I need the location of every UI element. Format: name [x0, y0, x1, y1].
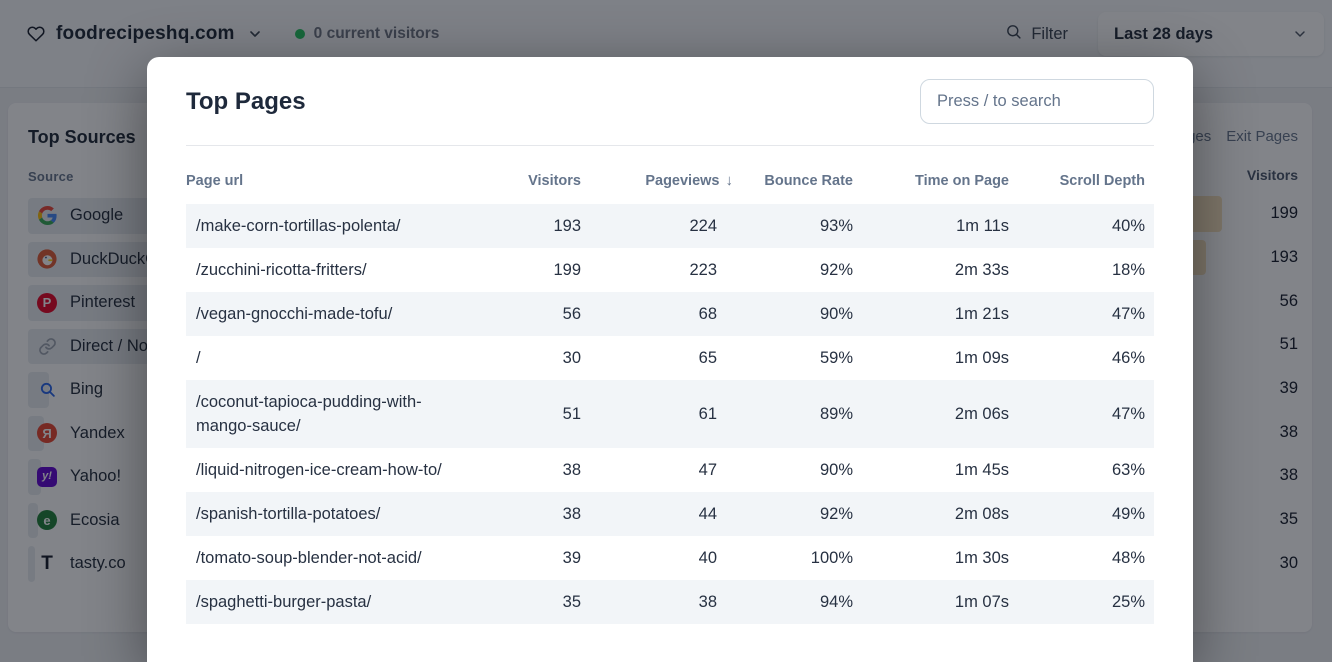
- page-row: /spaghetti-burger-pasta/35 38 94% 1m 07s 25%: [186, 580, 1154, 624]
- time-on-page-cell: 2m 33s: [954, 260, 1009, 279]
- pageviews-cell: 65: [698, 348, 717, 367]
- modal-title: Top Pages: [186, 88, 306, 115]
- pageviews-cell: 38: [698, 592, 717, 611]
- bounce-rate-cell: 100%: [810, 548, 853, 567]
- time-on-page-cell: 1m 30s: [954, 548, 1009, 567]
- bounce-rate-cell: 89%: [819, 404, 853, 423]
- page-row: /coconut-tapioca-pudding-with-mango-sauc…: [186, 380, 1154, 448]
- page-url-link[interactable]: /spanish-tortilla-potatoes/: [196, 505, 381, 523]
- time-on-page-cell: 1m 21s: [954, 304, 1009, 323]
- page-row: /vegan-gnocchi-made-tofu/56 68 90% 1m 21s 47…: [186, 292, 1154, 336]
- page-url-link[interactable]: /coconut-tapioca-pudding-with-mango-sauc…: [196, 393, 422, 435]
- bounce-rate-cell: 92%: [819, 504, 853, 523]
- page-row: /spanish-tortilla-potatoes/38 44 92% 2m 08s…: [186, 492, 1154, 536]
- page-url-link[interactable]: /vegan-gnocchi-made-tofu/: [196, 305, 393, 323]
- scroll-depth-cell: 25%: [1111, 592, 1145, 611]
- table-header-row: Page url Visitors Pageviews ↓ Bounce Rate Ti…: [186, 146, 1154, 204]
- bounce-rate-cell: 90%: [819, 460, 853, 479]
- scroll-depth-cell: 46%: [1111, 348, 1145, 367]
- time-on-page-cell: 1m 09s: [954, 348, 1009, 367]
- column-header-page-url[interactable]: Page url: [186, 173, 244, 189]
- pageviews-cell: 223: [689, 260, 717, 279]
- column-header-bounce-rate[interactable]: Bounce Rate: [764, 173, 853, 189]
- scroll-depth-cell: 48%: [1111, 548, 1145, 567]
- page-row: /make-corn-tortillas-polenta/193 224 93% 1m…: [186, 204, 1154, 248]
- column-header-pageviews[interactable]: Pageviews ↓: [645, 172, 733, 189]
- time-on-page-cell: 1m 45s: [954, 460, 1009, 479]
- scroll-depth-cell: 49%: [1111, 504, 1145, 523]
- pageviews-cell: 44: [698, 504, 717, 523]
- time-on-page-cell: 2m 08s: [954, 504, 1009, 523]
- time-on-page-cell: 2m 06s: [954, 404, 1009, 423]
- page-url-link[interactable]: /liquid-nitrogen-ice-cream-how-to/: [196, 461, 442, 479]
- time-on-page-cell: 1m 11s: [956, 216, 1009, 235]
- page-url-link[interactable]: /: [196, 349, 201, 367]
- visitors-cell: 56: [562, 304, 581, 323]
- visitors-cell: 38: [562, 460, 581, 479]
- pageviews-cell: 61: [698, 404, 717, 423]
- column-header-scroll-depth[interactable]: Scroll Depth: [1059, 173, 1145, 189]
- modal-header: Top Pages: [186, 57, 1154, 146]
- scroll-depth-cell: 18%: [1111, 260, 1145, 279]
- page-row: /zucchini-ricotta-fritters/199 223 92% 2m 3…: [186, 248, 1154, 292]
- bounce-rate-cell: 93%: [819, 216, 853, 235]
- table-body: /make-corn-tortillas-polenta/193 224 93% 1m…: [186, 204, 1154, 624]
- pageviews-cell: 224: [689, 216, 717, 235]
- visitors-cell: 39: [562, 548, 581, 567]
- bounce-rate-cell: 90%: [819, 304, 853, 323]
- visitors-cell: 35: [562, 592, 581, 611]
- bounce-rate-cell: 94%: [819, 592, 853, 611]
- bounce-rate-cell: 92%: [819, 260, 853, 279]
- modal-search-input[interactable]: [920, 79, 1154, 124]
- scroll-depth-cell: 47%: [1111, 404, 1145, 423]
- visitors-cell: 199: [553, 260, 581, 279]
- page-url-link[interactable]: /make-corn-tortillas-polenta/: [196, 217, 401, 235]
- sort-direction-icon: ↓: [725, 172, 734, 189]
- visitors-cell: 193: [553, 216, 581, 235]
- top-pages-modal: Top Pages Page url Visitors Pageviews ↓ Bou…: [147, 57, 1193, 662]
- visitors-cell: 38: [562, 504, 581, 523]
- scroll-depth-cell: 40%: [1111, 216, 1145, 235]
- page-url-link[interactable]: /spaghetti-burger-pasta/: [196, 593, 372, 611]
- page-url-link[interactable]: /tomato-soup-blender-not-acid/: [196, 549, 422, 567]
- page-row: /liquid-nitrogen-ice-cream-how-to/38 47 90…: [186, 448, 1154, 492]
- time-on-page-cell: 1m 07s: [954, 592, 1009, 611]
- visitors-cell: 51: [562, 404, 581, 423]
- bounce-rate-cell: 59%: [819, 348, 853, 367]
- scroll-depth-cell: 63%: [1111, 460, 1145, 479]
- pageviews-cell: 40: [698, 548, 717, 567]
- scroll-depth-cell: 47%: [1111, 304, 1145, 323]
- pageviews-cell: 47: [698, 460, 717, 479]
- column-header-visitors[interactable]: Visitors: [528, 173, 581, 189]
- visitors-cell: 30: [562, 348, 581, 367]
- page-row: / 30 65 59% 1m 09s 46%: [186, 336, 1154, 380]
- column-header-time-on-page[interactable]: Time on Page: [914, 173, 1009, 189]
- pageviews-cell: 68: [698, 304, 717, 323]
- page-row: /tomato-soup-blender-not-acid/39 40 100% 1m…: [186, 536, 1154, 580]
- page-url-link[interactable]: /zucchini-ricotta-fritters/: [196, 261, 367, 279]
